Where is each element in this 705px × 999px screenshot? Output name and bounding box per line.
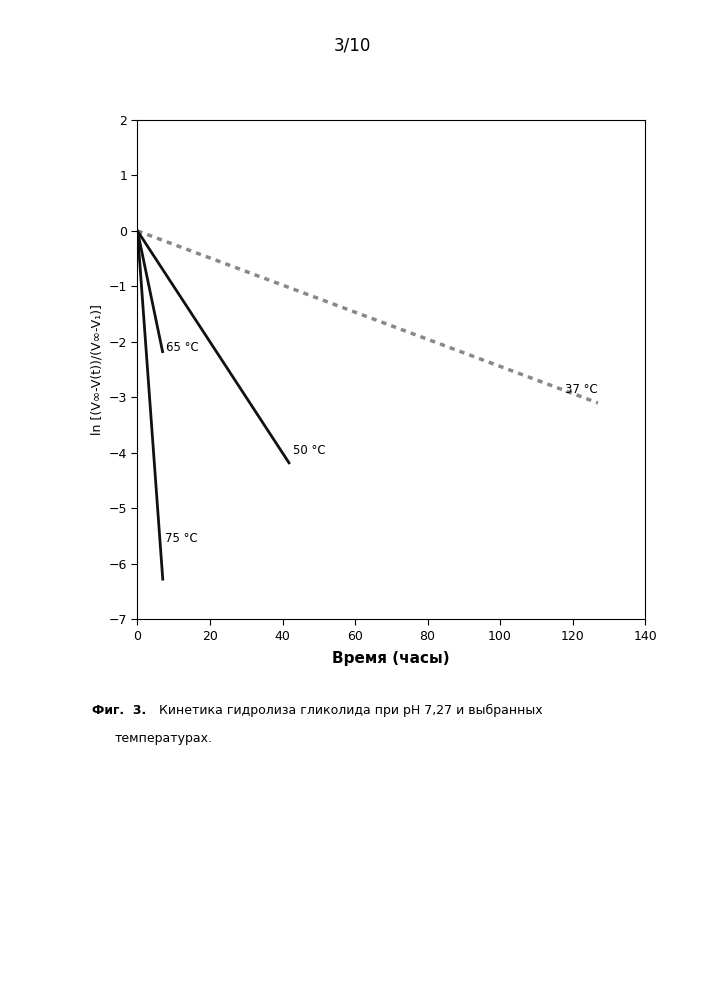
X-axis label: Время (часы): Время (часы) (333, 651, 450, 666)
Text: 37 °C: 37 °C (565, 383, 598, 396)
Text: Кинетика гидролиза гликолида при pH 7,27 и выбранных: Кинетика гидролиза гликолида при pH 7,27… (155, 704, 543, 717)
Text: 50 °C: 50 °C (293, 444, 326, 457)
Text: 75 °C: 75 °C (165, 532, 197, 545)
Text: температурах.: температурах. (115, 732, 213, 745)
Y-axis label: ln [(V∞-V(t))/(V∞-V₁)]: ln [(V∞-V(t))/(V∞-V₁)] (90, 304, 103, 436)
Text: 3/10: 3/10 (333, 37, 372, 55)
Text: Фиг.  3.: Фиг. 3. (92, 704, 146, 717)
Text: 65 °C: 65 °C (166, 341, 200, 354)
